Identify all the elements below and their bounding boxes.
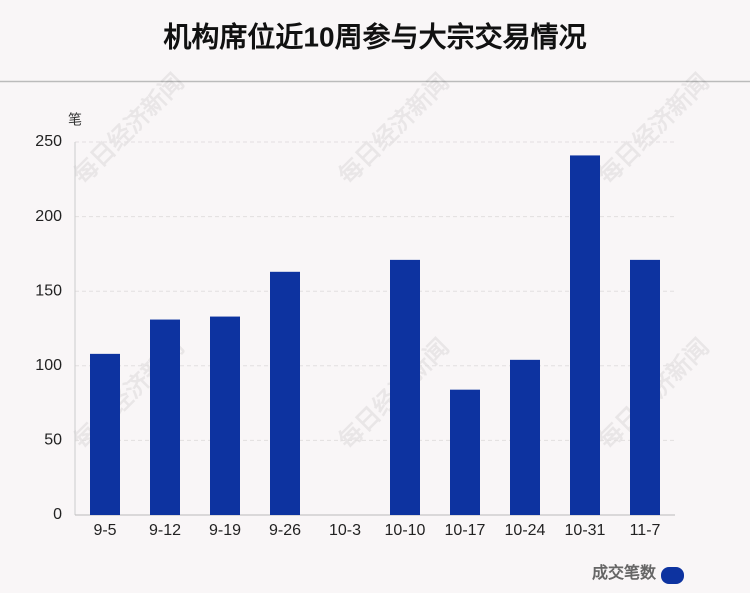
chart-title: 机构席位近10周参与大宗交易情况 — [163, 20, 586, 52]
bar — [450, 389, 480, 515]
y-tick-label: 250 — [35, 133, 62, 150]
x-tick-label: 11-7 — [630, 522, 661, 539]
x-tick-label: 9-19 — [209, 522, 241, 539]
y-tick-label: 200 — [35, 208, 62, 225]
y-tick-label: 0 — [53, 506, 62, 523]
bar — [510, 359, 540, 515]
x-tick-label: 9-26 — [269, 522, 301, 539]
y-tick-label: 100 — [35, 357, 62, 374]
x-tick-label: 10-17 — [445, 522, 486, 539]
x-tick-label: 10-10 — [385, 522, 426, 539]
bar — [90, 353, 120, 515]
bar — [150, 319, 180, 515]
y-tick-label: 50 — [44, 432, 62, 449]
x-tick-label: 10-31 — [565, 522, 606, 539]
bar — [390, 259, 420, 515]
bar — [270, 271, 300, 515]
y-axis-label: 笔 — [68, 112, 82, 128]
legend-swatch — [661, 567, 684, 584]
bar — [210, 316, 240, 515]
bar — [630, 259, 660, 515]
x-tick-label: 10-24 — [505, 522, 546, 539]
x-tick-label: 10-3 — [329, 522, 361, 539]
x-tick-label: 9-12 — [149, 522, 181, 539]
y-tick-label: 150 — [35, 282, 62, 299]
legend-label: 成交笔数 — [592, 563, 657, 582]
bar — [570, 155, 600, 516]
x-tick-label: 9-5 — [93, 522, 116, 539]
